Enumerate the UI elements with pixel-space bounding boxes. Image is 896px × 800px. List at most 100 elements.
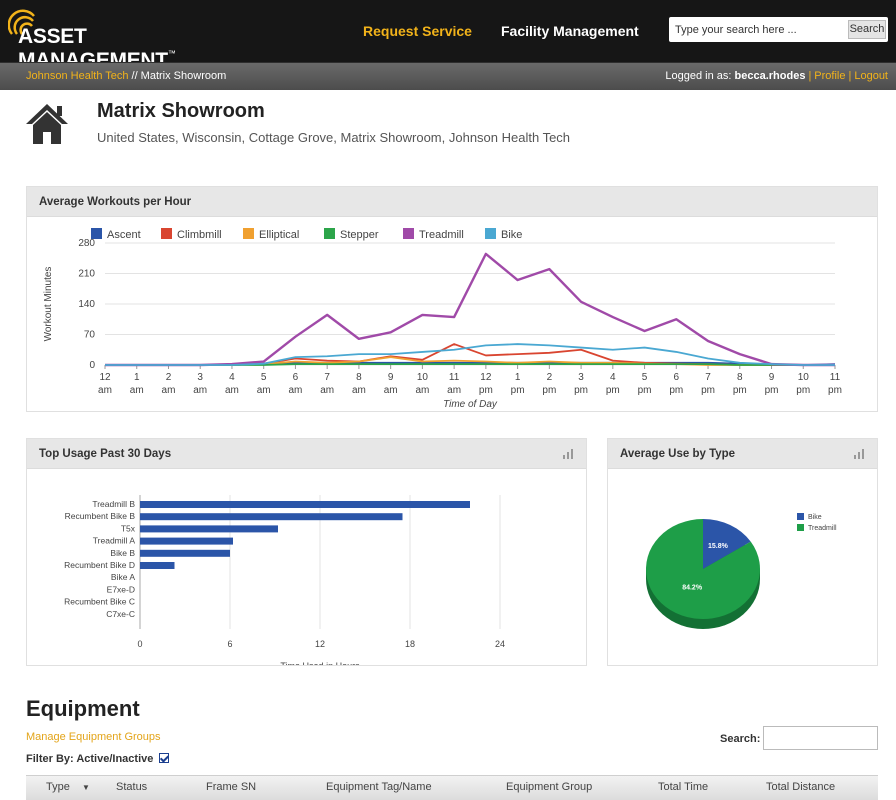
legend-item-bike[interactable]: Bike (485, 228, 522, 241)
legend-label: Treadmill (419, 229, 464, 241)
active-inactive-checkbox[interactable] (159, 753, 170, 763)
line-chart-xtick-label: 7 (324, 372, 330, 383)
line-chart-xtick-label: 5 (261, 372, 267, 383)
line-chart-xtick-sublabel: am (384, 385, 398, 396)
profile-link[interactable]: Profile (814, 70, 846, 82)
breadcrumb-org-link[interactable]: Johnson Health Tech (26, 70, 129, 82)
column-header-equipment-group[interactable]: Equipment Group (506, 781, 593, 793)
bar-t5x (140, 525, 278, 533)
bar-recumbent-bike-b (140, 513, 403, 521)
line-chart-xtick-sublabel: am (225, 385, 239, 396)
bar-chart-xtick-label: 24 (495, 639, 505, 649)
panel-header: Average Use by Type (608, 439, 877, 469)
equipment-search-label: Search: (720, 733, 761, 745)
column-header-equipment-tag-name[interactable]: Equipment Tag/Name (326, 781, 432, 793)
line-chart-xlabel: Time of Day (443, 399, 498, 410)
legend-label: Elliptical (259, 229, 300, 241)
global-search: Search (669, 17, 888, 42)
column-header-type[interactable]: Type (46, 781, 70, 793)
line-chart-xtick-label: 1 (134, 372, 140, 383)
column-header-total-distance[interactable]: Total Distance (766, 781, 836, 793)
line-chart-xtick-label: 3 (197, 372, 203, 383)
nav-request-service[interactable]: Request Service (363, 23, 472, 39)
bar-chart-xtick-label: 12 (315, 639, 325, 649)
line-chart-xtick-label: 6 (674, 372, 680, 383)
legend-label: Ascent (107, 229, 141, 241)
search-input[interactable] (669, 17, 847, 42)
manage-equipment-groups-link[interactable]: Manage Equipment Groups (26, 731, 161, 743)
bar-treadmill-a (140, 537, 233, 545)
chart-options-icon[interactable] (562, 448, 574, 460)
bar-chart-category-label: Bike A (111, 572, 135, 582)
panel-header: Average Workouts per Hour (27, 187, 877, 217)
column-header-status[interactable]: Status (116, 781, 148, 793)
column-header-frame-sn[interactable]: Frame SN (206, 781, 257, 793)
line-chart-xtick-sublabel: am (288, 385, 302, 396)
legend-item-stepper[interactable]: Stepper (324, 228, 379, 241)
top-usage-bar-chart: 0 6 12 18 24 Time Used in Hours Treadmill B Rec… (64, 495, 505, 665)
column-header-total-time[interactable]: Total Time (658, 781, 709, 793)
bar-bike-b (140, 549, 230, 557)
legend-swatch (91, 228, 102, 239)
line-chart-xtick-label: 11 (449, 372, 460, 383)
bar-chart-category-label: Recumbent Bike C (64, 597, 135, 607)
search-button[interactable]: Search (848, 20, 886, 39)
line-chart-xtick-sublabel: pm (542, 385, 556, 396)
nav-facility-management[interactable]: Facility Management (501, 23, 639, 39)
line-chart-ytick-label: 70 (84, 330, 96, 341)
line-chart-xtick-sublabel: pm (828, 385, 842, 396)
bar-chart-category-label: Treadmill A (93, 536, 136, 546)
legend-swatch (161, 228, 172, 239)
line-chart-ylabel: Workout Minutes (43, 267, 54, 342)
line-chart-ytick-label: 140 (78, 299, 95, 310)
legend-label: Climbmill (177, 229, 222, 241)
line-chart-xtick-sublabel: am (415, 385, 429, 396)
asset-management-logo[interactable]: ASSET MANAGEMENT™ (8, 8, 248, 72)
line-chart-xtick-sublabel: pm (574, 385, 588, 396)
equipment-heading: Equipment (26, 696, 140, 721)
pie-legend-label: Treadmill (808, 525, 837, 532)
workouts-panel-title: Average Workouts per Hour (39, 196, 192, 208)
legend-label: Stepper (340, 229, 379, 241)
line-chart-xtick-sublabel: am (162, 385, 176, 396)
pie-legend-label: Bike (808, 514, 822, 521)
line-chart-xtick-sublabel: am (257, 385, 271, 396)
logout-link[interactable]: Logout (854, 70, 888, 82)
logo-arcs-icon (8, 9, 35, 35)
bar-recumbent-bike-d (140, 562, 175, 569)
legend-swatch (403, 228, 414, 239)
line-chart-xtick-label: 2 (166, 372, 172, 383)
line-chart-xtick-sublabel: pm (796, 385, 810, 396)
pie-legend-swatch (797, 524, 804, 531)
line-chart-xtick-sublabel: pm (733, 385, 747, 396)
line-chart-xtick-label: 9 (769, 372, 775, 383)
line-chart-xtick-sublabel: pm (606, 385, 620, 396)
bar-chart-xlabel: Time Used in Hours (280, 661, 360, 665)
line-chart-xtick-sublabel: am (130, 385, 144, 396)
sort-desc-icon[interactable]: ▼ (82, 783, 90, 792)
line-chart-xtick-sublabel: pm (701, 385, 715, 396)
bar-chart-category-label: Recumbent Bike B (65, 511, 136, 521)
legend-item-ascent[interactable]: Ascent (91, 228, 141, 241)
use-by-type-pie-chart: 15.8% 84.2% Bike Treadmill (646, 513, 837, 629)
pie-slice-treadmill (646, 519, 760, 619)
legend-swatch (485, 228, 496, 239)
user-menu: Logged in as: becca.rhodes | Profile | Logou… (665, 70, 888, 82)
page-subtitle: United States, Wisconsin, Cottage Grove,… (97, 130, 571, 145)
legend-item-treadmill[interactable]: Treadmill (403, 228, 464, 241)
legend-item-climbmill[interactable]: Climbmill (161, 228, 222, 241)
line-chart-xtick-label: 7 (705, 372, 711, 383)
legend-swatch (243, 228, 254, 239)
bar-chart-category-label: Treadmill B (92, 499, 135, 509)
breadcrumb-current: Matrix Showroom (140, 70, 227, 82)
username: becca.rhodes (734, 70, 806, 82)
line-chart-xtick-label: 9 (388, 372, 394, 383)
line-chart-xtick-label: 12 (480, 372, 492, 383)
line-chart-xtick-sublabel: pm (669, 385, 683, 396)
pie-slice-label: 15.8% (708, 543, 729, 550)
equipment-search-input[interactable] (763, 726, 878, 750)
equipment-table-header: Type Status Frame SN Equipment Tag/Name Equi… (26, 775, 878, 800)
legend-item-elliptical[interactable]: Elliptical (243, 228, 299, 241)
line-chart-xtick-label: 6 (293, 372, 299, 383)
chart-options-icon[interactable] (853, 448, 865, 460)
